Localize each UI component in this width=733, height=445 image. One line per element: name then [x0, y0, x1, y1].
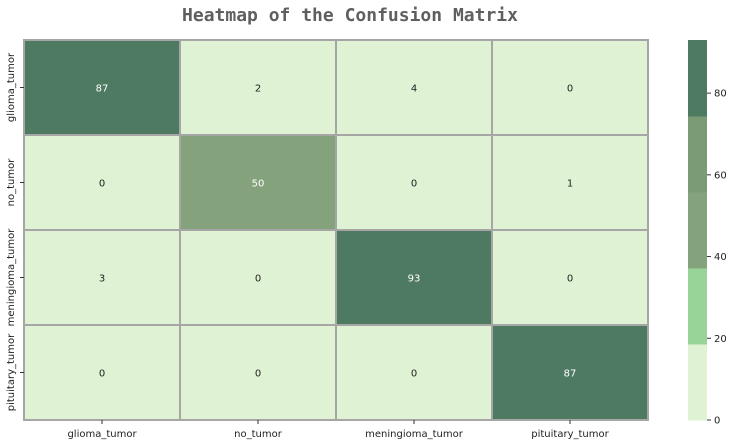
colorbar-segment [688, 344, 707, 421]
y-tick-label: glioma_tumor [6, 52, 17, 122]
chart-title: Heatmap of the Confusion Matrix [182, 5, 518, 26]
cell-value-label: 50 [252, 179, 265, 190]
heatmap-cell [491, 229, 649, 326]
cell-value-label: 0 [99, 179, 105, 190]
y-tick-label: pituitary_tumor [6, 333, 17, 411]
heatmap-cell [179, 324, 337, 421]
x-axis-ticks: glioma_tumor no_tumor meningioma_tumor pitu… [67, 420, 610, 440]
y-tick-label: no_tumor [6, 158, 17, 207]
cell-value-label: 0 [411, 369, 417, 380]
colorbar-tick-label: 60 [714, 170, 727, 181]
colorbar-segment [688, 268, 707, 345]
heatmap-cell [23, 324, 181, 421]
x-tick-label: no_tumor [234, 429, 283, 440]
y-tick-label: meningioma_tumor [6, 228, 17, 327]
cell-value-label: 87 [96, 84, 109, 95]
heatmap-cell [335, 229, 493, 326]
colorbar-segment [688, 192, 707, 269]
colorbar-tick-label: 40 [714, 252, 727, 263]
heatmap-cell [491, 39, 649, 136]
cell-value-label: 3 [99, 274, 105, 285]
heatmap-cell [491, 324, 649, 421]
heatmap-cell [23, 229, 181, 326]
x-tick-label: glioma_tumor [67, 429, 137, 440]
heatmap-cell [335, 134, 493, 231]
heatmap-cells [23, 39, 649, 421]
cell-value-label: 1 [567, 179, 573, 190]
cell-value-label: 0 [99, 369, 105, 380]
cell-value-label: 0 [411, 179, 417, 190]
cell-value-label: 0 [255, 274, 261, 285]
colorbar: 0 20 40 60 80 [688, 40, 727, 427]
x-tick-label: meningioma_tumor [365, 429, 464, 440]
colorbar-segment [688, 40, 707, 117]
cell-annotations: 87 2 4 0 0 50 0 1 3 0 93 0 0 0 0 87 [96, 84, 577, 380]
heatmap-cell [335, 324, 493, 421]
cell-value-label: 93 [408, 274, 421, 285]
heatmap-cell [179, 39, 337, 136]
colorbar-tick-label: 80 [714, 89, 727, 100]
heatmap-cell [179, 229, 337, 326]
heatmap-cell [491, 134, 649, 231]
x-tick-label: pituitary_tumor [531, 429, 609, 440]
cell-value-label: 87 [564, 369, 577, 380]
cell-value-label: 0 [255, 369, 261, 380]
colorbar-tick-label: 0 [714, 416, 720, 427]
heatmap-cell [179, 134, 337, 231]
colorbar-segment [688, 116, 707, 193]
cell-value-label: 4 [411, 84, 417, 95]
cell-value-label: 2 [255, 84, 261, 95]
cell-value-label: 0 [567, 274, 573, 285]
colorbar-tick-label: 20 [714, 334, 727, 345]
y-axis-ticks: glioma_tumor no_tumor meningioma_tumorpitu… [6, 52, 24, 411]
cell-value-label: 0 [567, 84, 573, 95]
